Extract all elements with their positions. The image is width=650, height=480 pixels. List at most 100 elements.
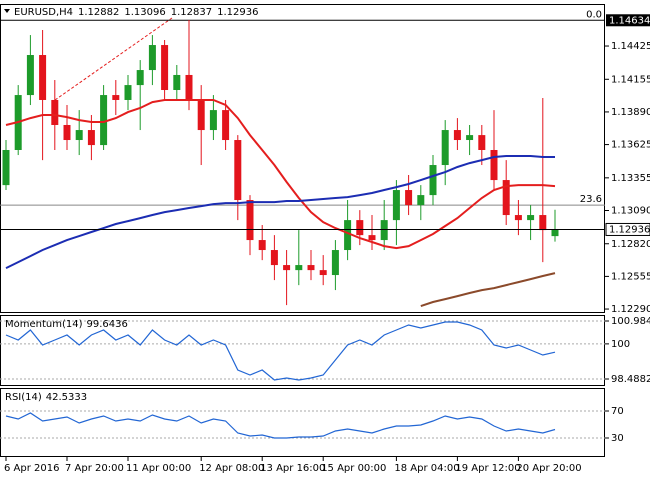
- candle-body: [368, 235, 376, 241]
- y-tick-label: 1.13355: [611, 173, 650, 184]
- candle-body: [551, 229, 559, 237]
- candle-body: [63, 124, 71, 141]
- indicator-header: Momentum(14) 99.6436: [5, 319, 128, 330]
- candle-body: [161, 45, 169, 91]
- candle-body: [197, 99, 205, 131]
- y-tick-label: 100: [611, 339, 630, 350]
- candle-body: [453, 130, 461, 141]
- candle-body: [185, 74, 193, 100]
- ohlc-high: 1.13096: [124, 7, 165, 18]
- price-box-label: 1.12936: [609, 224, 650, 235]
- moving-average: [420, 272, 556, 308]
- symbol: EURUSD,H4: [14, 7, 73, 18]
- trend-line: [54, 17, 173, 101]
- candle-body: [417, 195, 425, 206]
- candle-body: [26, 55, 34, 96]
- candle-body: [39, 55, 47, 100]
- rsi-panel: [0, 388, 605, 457]
- candle-body: [502, 180, 510, 216]
- level-price-box: [606, 14, 650, 27]
- indicator-plot: [0, 410, 605, 439]
- ohlc-open: 1.12882: [78, 7, 119, 18]
- candle-body: [441, 130, 449, 166]
- candle-body: [283, 265, 291, 271]
- y-tick-label: 30: [611, 433, 624, 444]
- y-tick-label: 70: [611, 406, 624, 417]
- level-label: 23.6: [580, 194, 602, 205]
- candle-body: [344, 220, 352, 251]
- candle-body: [222, 110, 230, 141]
- candle-body: [295, 265, 303, 271]
- candle-body: [148, 45, 156, 71]
- candle-body: [307, 265, 315, 271]
- header: EURUSD,H4 1.12882 1.13096 1.12837 1.12936: [14, 7, 258, 18]
- y-tick-label: 1.13625: [611, 140, 650, 151]
- y-tick-label: 100.9842: [611, 316, 650, 327]
- y-tick-label: 1.12290: [611, 304, 650, 315]
- candle-body: [100, 95, 108, 146]
- ohlc-close: 1.12936: [217, 7, 258, 18]
- candle-body: [490, 149, 498, 181]
- x-tick-label: 20 Apr 20:00: [516, 463, 581, 474]
- indicator-plot: [0, 320, 605, 381]
- candle-body: [124, 85, 132, 100]
- x-tick-label: 18 Apr 04:00: [394, 463, 459, 474]
- indicator-value: 99.6436: [87, 319, 128, 330]
- x-tick-label: 19 Apr 12:00: [455, 463, 520, 474]
- candle-body: [429, 165, 437, 196]
- x-tick-label: 6 Apr 2016: [4, 463, 59, 474]
- y-tick-label: 1.12555: [611, 271, 650, 282]
- candle-body: [87, 130, 95, 146]
- candle-body: [356, 220, 364, 236]
- menu-arrow[interactable]: [4, 9, 10, 13]
- moving-average: [5, 99, 556, 250]
- candle-body: [112, 95, 120, 100]
- x-tick-label: 13 Apr 16:00: [260, 463, 325, 474]
- indicator-value: 42.5333: [46, 392, 87, 403]
- candle-body: [539, 215, 547, 231]
- candle-body: [2, 149, 10, 186]
- y-tick-label: 1.14155: [611, 74, 650, 85]
- ohlc-low: 1.12837: [171, 7, 212, 18]
- candle-body: [51, 99, 59, 125]
- indicator-line: [5, 412, 556, 439]
- candle-body: [209, 110, 217, 131]
- price-plot: [0, 19, 605, 308]
- indicator-name: Momentum(14): [5, 319, 83, 330]
- momentum-panel: [0, 315, 605, 386]
- candle-body: [392, 190, 400, 221]
- candle-body: [319, 270, 327, 276]
- x-tick-label: 15 Apr 00:00: [321, 463, 386, 474]
- price-box: [605, 222, 650, 236]
- candle-body: [75, 130, 83, 141]
- candle-body: [514, 215, 522, 221]
- x-tick-label: 12 Apr 08:00: [199, 463, 264, 474]
- level-price-label: 1.14634: [609, 15, 650, 26]
- candle-body: [234, 140, 242, 201]
- y-tick-label: 1.13890: [611, 107, 650, 118]
- x-tick-label: 11 Apr 00:00: [126, 463, 191, 474]
- candle-body: [173, 74, 181, 91]
- main-panel: [0, 4, 605, 313]
- candle-body: [270, 250, 278, 266]
- indicator-name: RSI(14): [5, 392, 42, 403]
- x-tick-label: 7 Apr 20:00: [65, 463, 124, 474]
- candle-body: [136, 70, 144, 86]
- level-label: 0.0: [586, 9, 602, 20]
- y-tick-label: 1.14425: [611, 41, 650, 52]
- candle-body: [258, 240, 266, 251]
- indicator-header: RSI(14) 42.5333: [5, 392, 87, 403]
- candle-body: [478, 135, 486, 150]
- candle-body: [331, 250, 339, 276]
- candle-body: [405, 190, 413, 206]
- y-tick-label: 1.13090: [611, 205, 650, 216]
- candle-body: [380, 220, 388, 241]
- y-tick-label: 1.12820: [611, 239, 650, 250]
- candle-body: [246, 200, 254, 241]
- indicator-line: [5, 321, 556, 381]
- y-tick-label: 98.4882: [611, 374, 650, 385]
- candle-body: [466, 135, 474, 141]
- candle-body: [527, 215, 535, 221]
